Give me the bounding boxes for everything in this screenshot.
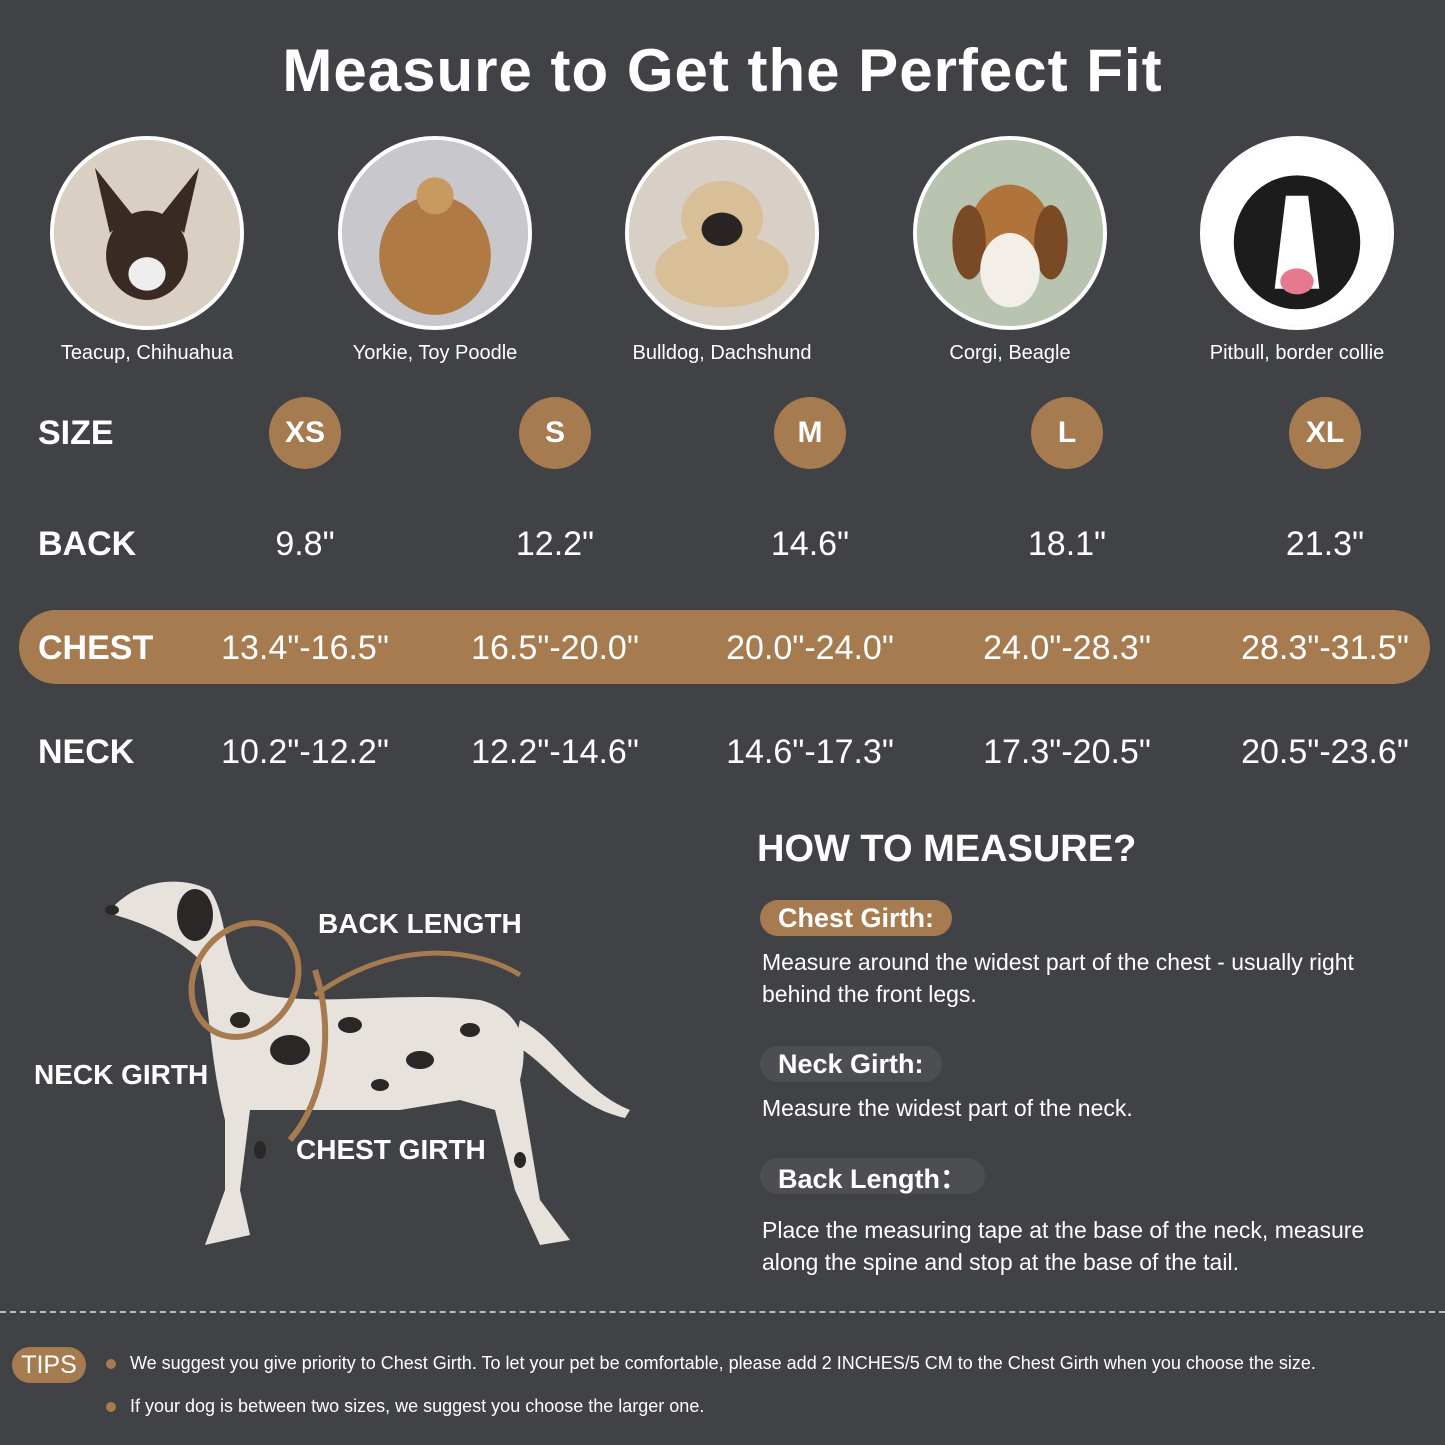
chest-row-highlight <box>19 610 1430 684</box>
size-badge: L <box>1031 397 1103 469</box>
size-badge: XL <box>1289 397 1361 469</box>
back-length-description: Place the measuring tape at the base of … <box>762 1217 1365 1275</box>
back-length-pill: Back Length： <box>760 1158 986 1194</box>
pug-photo <box>625 136 819 330</box>
size-row-label: SIZE <box>38 414 114 452</box>
neck-row-label: NECK <box>38 733 135 771</box>
neck-value: 17.3"-20.5" <box>983 733 1151 771</box>
neck-value: 10.2"-12.2" <box>221 733 389 771</box>
bullet-icon <box>106 1358 116 1369</box>
chest-value: 28.3"-31.5" <box>1241 629 1409 667</box>
breed-label: Yorkie, Toy Poodle <box>352 342 518 364</box>
bullet-icon <box>106 1401 116 1412</box>
chest-row-label: CHEST <box>38 629 154 667</box>
neck-value: 20.5"-23.6" <box>1241 733 1409 771</box>
yorkie-photo <box>338 136 532 330</box>
tip-item: We suggest you give priority to Chest Gi… <box>106 1353 1316 1374</box>
back-length-label: BACK LENGTH <box>318 908 522 939</box>
breed-label: Pitbull, border collie <box>1209 342 1385 364</box>
back-value: 12.2" <box>515 525 595 563</box>
size-badge: XS <box>269 397 341 469</box>
how-to-measure-heading: HOW TO MEASURE? <box>757 828 1137 870</box>
chest-girth-pill: Chest Girth: <box>760 900 953 936</box>
chest-value: 20.0"-24.0" <box>726 629 894 667</box>
breed-label: Bulldog, Dachshund <box>632 342 812 364</box>
tip-text: If your dog is between two sizes, we sug… <box>130 1396 705 1416</box>
back-value: 21.3" <box>1285 525 1365 563</box>
chest-girth-label: CHEST GIRTH <box>296 1134 486 1165</box>
back-row-label: BACK <box>38 525 137 563</box>
neck-value: 14.6"-17.3" <box>726 733 894 771</box>
neck-girth-description: Measure the widest part of the neck. <box>762 1095 1133 1121</box>
page-title: Measure to Get the Perfect Fit <box>282 37 1163 104</box>
beagle-photo <box>913 136 1107 330</box>
tip-item: If your dog is between two sizes, we sug… <box>106 1396 704 1417</box>
back-value: 9.8" <box>275 525 335 563</box>
dalmatian-illustration <box>105 881 630 1245</box>
neck-girth-label: NECK GIRTH <box>34 1059 209 1090</box>
neck-value: 12.2"-14.6" <box>471 733 639 771</box>
neck-girth-pill: Neck Girth: <box>760 1046 942 1082</box>
back-value: 14.6" <box>770 525 850 563</box>
collie-photo <box>1200 136 1394 330</box>
chest-girth-description: Measure around the widest part of the ch… <box>762 949 1354 1007</box>
chest-value: 16.5"-20.0" <box>471 629 639 667</box>
breed-label: Corgi, Beagle <box>949 342 1071 364</box>
dashed-divider <box>0 1311 1445 1313</box>
tips-badge: TIPS <box>12 1347 86 1383</box>
size-badge: S <box>519 397 591 469</box>
tip-text: We suggest you give priority to Chest Gi… <box>130 1353 1316 1373</box>
chest-value: 13.4"-16.5" <box>221 629 389 667</box>
chihuahua-photo <box>50 136 244 330</box>
back-value: 18.1" <box>1027 525 1107 563</box>
size-badge: M <box>774 397 846 469</box>
breed-label: Teacup, Chihuahua <box>60 342 234 364</box>
chest-value: 24.0"-28.3" <box>983 629 1151 667</box>
